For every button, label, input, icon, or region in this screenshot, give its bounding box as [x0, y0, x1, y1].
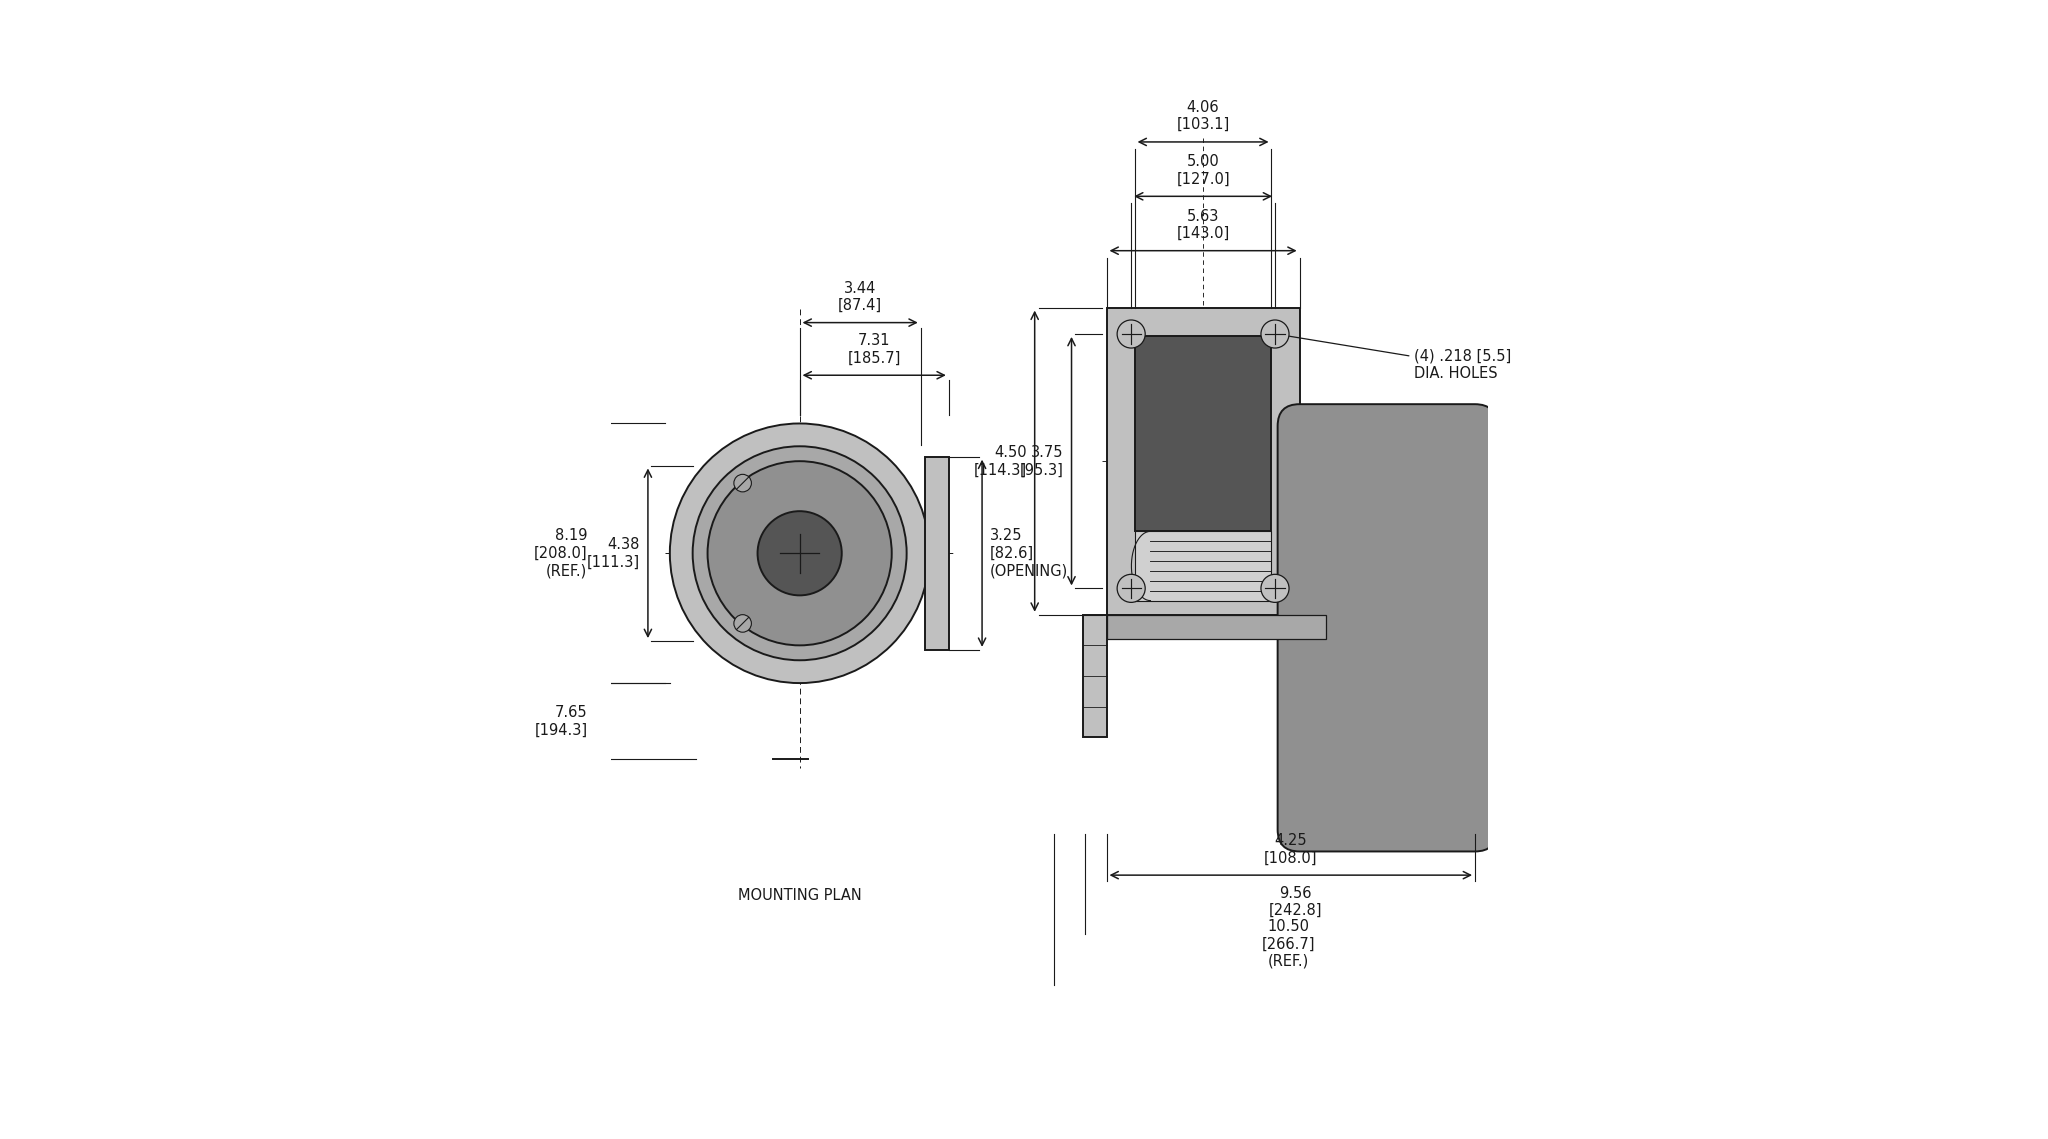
Bar: [1135, 336, 1272, 531]
Circle shape: [1116, 320, 1145, 349]
Circle shape: [1262, 574, 1288, 603]
Bar: [926, 457, 948, 649]
Circle shape: [733, 474, 752, 492]
Circle shape: [692, 446, 907, 661]
Circle shape: [1116, 574, 1145, 603]
Text: 7.65
[194.3]: 7.65 [194.3]: [535, 705, 588, 737]
Text: MOUNTING PLAN: MOUNTING PLAN: [737, 887, 862, 903]
Bar: [1106, 308, 1300, 615]
Text: (4) .218 [5.5]
DIA. HOLES: (4) .218 [5.5] DIA. HOLES: [1278, 335, 1511, 380]
Circle shape: [758, 511, 842, 596]
Bar: [1135, 531, 1272, 600]
Text: 8.19
[208.0]
(REF.): 8.19 [208.0] (REF.): [535, 528, 588, 579]
Circle shape: [707, 461, 891, 646]
FancyBboxPatch shape: [1278, 404, 1497, 852]
Bar: [1106, 615, 1325, 639]
Text: 3.75
[95.3]: 3.75 [95.3]: [1020, 445, 1063, 477]
Text: 5.00
[127.0]: 5.00 [127.0]: [1176, 154, 1231, 187]
Text: 4.06
[103.1]: 4.06 [103.1]: [1176, 100, 1229, 132]
Text: 3.25
[82.6]
(OPENING): 3.25 [82.6] (OPENING): [989, 528, 1069, 579]
Text: 5.63
[143.0]: 5.63 [143.0]: [1176, 208, 1229, 241]
Text: 3.44
[87.4]: 3.44 [87.4]: [838, 280, 883, 313]
Text: 7.31
[185.7]: 7.31 [185.7]: [848, 334, 901, 366]
Text: 4.50
[114.3]: 4.50 [114.3]: [973, 445, 1026, 477]
Text: 10.50
[266.7]
(REF.): 10.50 [266.7] (REF.): [1262, 919, 1315, 969]
Circle shape: [670, 424, 930, 683]
Bar: [1083, 615, 1106, 737]
Circle shape: [1262, 320, 1288, 349]
Text: 9.56
[242.8]: 9.56 [242.8]: [1268, 886, 1321, 918]
Text: 4.38
[111.3]: 4.38 [111.3]: [588, 538, 641, 570]
Text: 4.25
[108.0]: 4.25 [108.0]: [1264, 833, 1317, 866]
Circle shape: [733, 615, 752, 632]
